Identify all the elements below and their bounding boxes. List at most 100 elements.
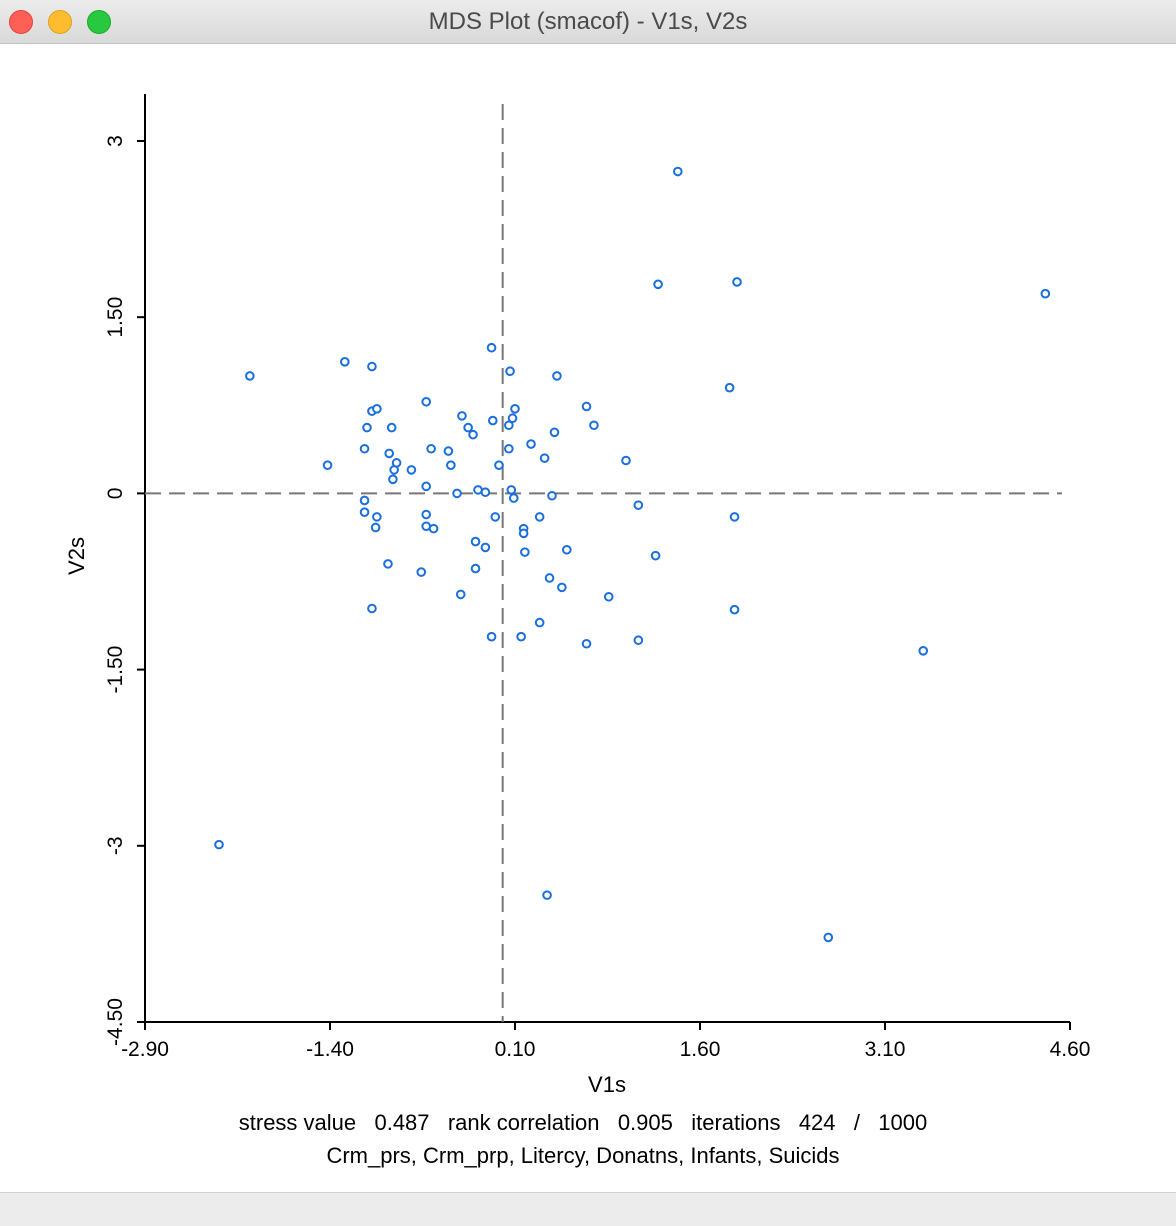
title-bar[interactable]: MDS Plot (smacof) - V1s, V2s [0, 0, 1176, 44]
data-point [322, 460, 333, 471]
x-tick-label: 1.60 [680, 1038, 721, 1061]
data-point [581, 638, 592, 649]
data-point [526, 439, 536, 449]
data-point [359, 443, 370, 454]
data-point [653, 279, 663, 290]
data-point [421, 509, 432, 520]
data-point [508, 493, 519, 503]
data-point [505, 366, 515, 377]
data-point [562, 544, 572, 555]
reference-lines [145, 104, 1062, 1022]
data-point [428, 523, 439, 534]
x-tick-label: 0.10 [495, 1038, 536, 1061]
data-point [486, 342, 497, 353]
data-point [245, 371, 255, 381]
y-tick-label: -1.50 [104, 646, 127, 694]
data-point [547, 490, 557, 501]
y-tick-label: -3 [104, 836, 127, 855]
data-point [724, 382, 735, 393]
data-point [729, 512, 740, 522]
data-point [406, 465, 417, 475]
data-point [603, 591, 614, 602]
data-point [372, 512, 382, 522]
data-point [388, 474, 398, 485]
data-point [542, 890, 552, 900]
data-point [384, 448, 395, 459]
data-point [589, 420, 599, 431]
y-tick-label: 1.50 [104, 297, 127, 338]
data-point [518, 528, 529, 539]
data-point [534, 617, 545, 628]
x-tick-label: -1.40 [306, 1038, 354, 1061]
data-point [416, 567, 427, 577]
data-point [516, 631, 526, 642]
mds-scatter-plot[interactable]: -2.90 -1.40 0.10 1.60 3.10 4.60 -4.50 -3 -1.50 0 1… [0, 44, 1176, 1192]
points-layer [214, 166, 1051, 943]
data-point [470, 563, 481, 574]
data-point [729, 604, 740, 615]
data-point [463, 422, 473, 433]
data-point [468, 429, 478, 440]
data-point [383, 559, 393, 569]
data-point [504, 420, 514, 431]
stats-line: stress value 0.487 rank correlation 0.90… [239, 1110, 928, 1135]
close-window-button[interactable] [9, 10, 33, 34]
data-point [507, 413, 518, 424]
data-point [389, 465, 399, 475]
data-point [520, 547, 530, 557]
data-point [452, 488, 462, 499]
data-point [443, 446, 454, 456]
x-tick-label: -2.90 [121, 1038, 169, 1061]
maximize-window-button[interactable] [87, 10, 111, 34]
data-point [426, 443, 436, 454]
data-point [362, 422, 372, 433]
data-point [823, 932, 834, 943]
data-point [1040, 288, 1051, 299]
data-point [421, 481, 432, 492]
minimize-window-button[interactable] [48, 10, 72, 34]
data-point [494, 460, 504, 471]
data-point [446, 460, 456, 471]
data-point [732, 277, 742, 287]
variables-line: Crm_prs, Crm_prp, Litercy, Donatns, Infa… [326, 1143, 839, 1168]
data-point [534, 512, 545, 522]
data-point [340, 357, 350, 367]
data-point [367, 603, 377, 614]
data-point [359, 507, 370, 517]
data-point [421, 396, 432, 407]
data-point [506, 485, 517, 495]
data-point [470, 536, 481, 547]
data-point [367, 361, 377, 372]
x-axis-label: V1s [588, 1072, 626, 1097]
x-tick-label: 3.10 [865, 1038, 906, 1061]
data-point [673, 166, 683, 177]
y-axis-label: V2s [64, 537, 89, 575]
data-point [510, 404, 520, 414]
data-point [918, 646, 929, 656]
data-point [633, 635, 644, 646]
data-point [457, 411, 467, 421]
data-point [386, 422, 397, 433]
x-tick-label: 4.60 [1050, 1038, 1091, 1061]
y-tick-label: 0 [104, 488, 127, 500]
axes-group: -2.90 -1.40 0.10 1.60 3.10 4.60 -4.50 -3 -1.50 0 1… [104, 94, 1090, 1061]
data-point [455, 589, 466, 600]
data-point [480, 487, 491, 498]
data-point [214, 839, 224, 850]
data-point [633, 500, 644, 510]
data-point [480, 542, 491, 553]
data-point [488, 415, 498, 426]
status-bar [0, 1192, 1176, 1226]
data-point [621, 455, 631, 466]
data-point [486, 631, 497, 642]
data-point [490, 512, 501, 522]
data-point [557, 582, 567, 593]
data-point [552, 371, 562, 381]
window-title: MDS Plot (smacof) - V1s, V2s [428, 8, 748, 35]
data-point [650, 550, 661, 561]
data-point [539, 453, 550, 463]
data-point [544, 573, 555, 583]
data-point [370, 522, 381, 533]
data-point [372, 404, 382, 414]
